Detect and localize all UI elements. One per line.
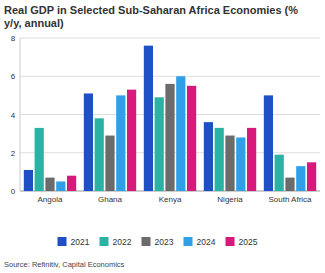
- x-tick-label: Kenya: [159, 195, 182, 204]
- x-tick-label: South Africa: [268, 195, 312, 204]
- legend-swatch: [58, 237, 67, 246]
- legend-swatch: [142, 237, 151, 246]
- legend-label: 2024: [197, 237, 216, 247]
- y-axis: [20, 38, 21, 191]
- bar: [307, 162, 316, 191]
- grid-line: [20, 76, 320, 77]
- x-tick-label: Ghana: [98, 195, 123, 204]
- bar: [264, 95, 273, 191]
- bar: [144, 46, 153, 191]
- bar: [176, 76, 185, 191]
- bar: [105, 136, 114, 191]
- bar: [215, 128, 224, 191]
- bar: [95, 118, 104, 191]
- x-tick-label: Angola: [38, 195, 63, 204]
- source: Source: Refinitiv, Capital Economics: [4, 260, 125, 269]
- legend-label: 2025: [239, 237, 258, 247]
- bar: [56, 181, 65, 191]
- bar: [67, 176, 76, 191]
- y-tick-label: 6: [11, 72, 16, 81]
- chart: 0 2 4 6 8 Angola Ghana Kenya Nigeria South Africa…: [0, 0, 325, 273]
- y-tick-label: 0: [11, 187, 16, 196]
- bar: [285, 178, 294, 191]
- legend-swatch: [184, 237, 193, 246]
- legend-swatch: [100, 237, 109, 246]
- bar: [236, 137, 245, 191]
- bar: [116, 95, 125, 191]
- legend-label: 2023: [155, 237, 174, 247]
- bar: [127, 90, 136, 191]
- bar: [45, 178, 54, 191]
- bar: [204, 122, 213, 191]
- y-tick-label: 2: [11, 149, 16, 158]
- x-tick-label: Nigeria: [217, 195, 243, 204]
- legend-label: 2021: [71, 237, 90, 247]
- bar: [84, 93, 93, 191]
- bar: [247, 128, 256, 191]
- legend-swatch: [226, 237, 235, 246]
- bar: [165, 84, 174, 191]
- bar: [275, 155, 284, 191]
- title: Real GDP in Selected Sub-Saharan Africa …: [4, 4, 309, 30]
- bar: [155, 97, 164, 191]
- bar: [296, 166, 305, 191]
- legend-label: 2022: [113, 237, 132, 247]
- y-tick-label: 4: [11, 111, 16, 120]
- bar: [187, 86, 196, 191]
- bar: [24, 170, 33, 191]
- grid-line: [20, 38, 320, 39]
- bars: [24, 46, 316, 191]
- bar: [35, 128, 44, 191]
- y-tick-label: 8: [11, 34, 16, 43]
- bar: [225, 136, 234, 191]
